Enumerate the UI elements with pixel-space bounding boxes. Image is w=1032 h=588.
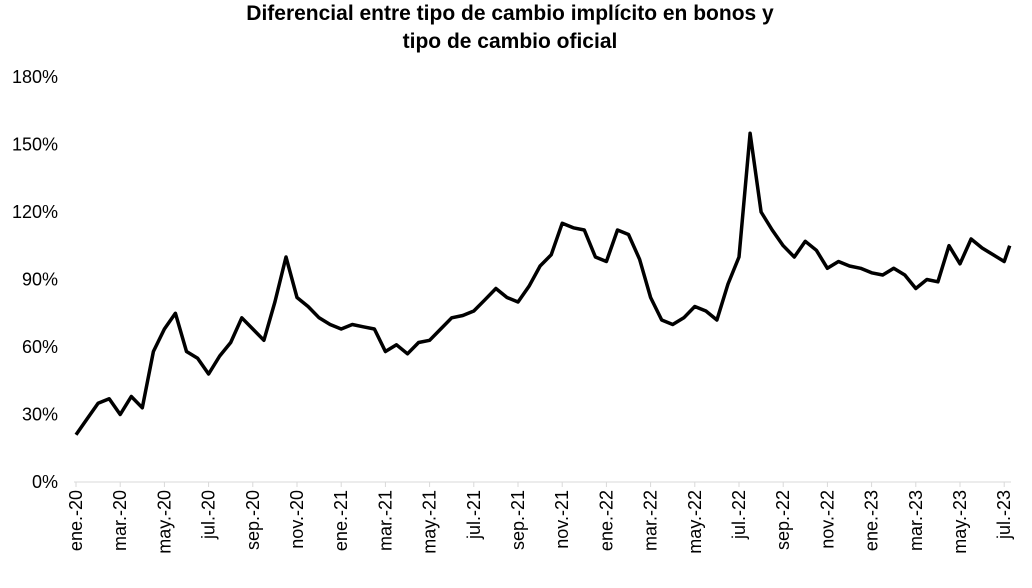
x-tick-label: may.-21: [420, 490, 440, 554]
y-tick-label: 120%: [12, 202, 58, 222]
x-tick-label: may.-22: [685, 490, 705, 554]
x-tick-label: ene.-20: [66, 490, 86, 551]
x-tick-label: ene.-21: [331, 490, 351, 551]
x-tick-label: nov.-20: [287, 490, 307, 549]
chart-title: Diferencial entre tipo de cambio implíci…: [246, 2, 774, 25]
x-tick-label: sep.-22: [773, 490, 793, 550]
y-tick-label: 90%: [22, 270, 58, 290]
x-tick-label: ene.-23: [862, 490, 882, 551]
x-tick-label: jul.-21: [464, 490, 484, 540]
y-tick-label: 0%: [32, 472, 58, 492]
y-tick-label: 60%: [22, 337, 58, 357]
x-tick-label: sep.-21: [508, 490, 528, 550]
data-line: [74, 131, 1012, 436]
x-tick-label: mar.-20: [110, 490, 130, 551]
x-tick-label: nov.-21: [552, 490, 572, 549]
chart-title: tipo de cambio oficial: [403, 30, 618, 53]
x-tick-label: sep.-20: [243, 490, 263, 550]
x-tick-label: mar.-21: [375, 490, 395, 551]
x-tick-label: may.-20: [154, 490, 174, 554]
y-tick-label: 180%: [12, 67, 58, 87]
x-tick-label: mar.-23: [906, 490, 926, 551]
y-tick-label: 150%: [12, 135, 58, 155]
x-tick-label: jul.-23: [994, 490, 1014, 540]
x-tick-label: nov.-22: [817, 490, 837, 549]
x-tick-label: jul.-22: [729, 490, 749, 540]
x-tick-label: jul.-20: [199, 490, 219, 540]
x-tick-label: ene.-22: [596, 490, 616, 551]
y-tick-label: 30%: [22, 405, 58, 425]
x-tick-label: mar.-22: [641, 490, 661, 551]
x-tick-label: may.-23: [950, 490, 970, 554]
